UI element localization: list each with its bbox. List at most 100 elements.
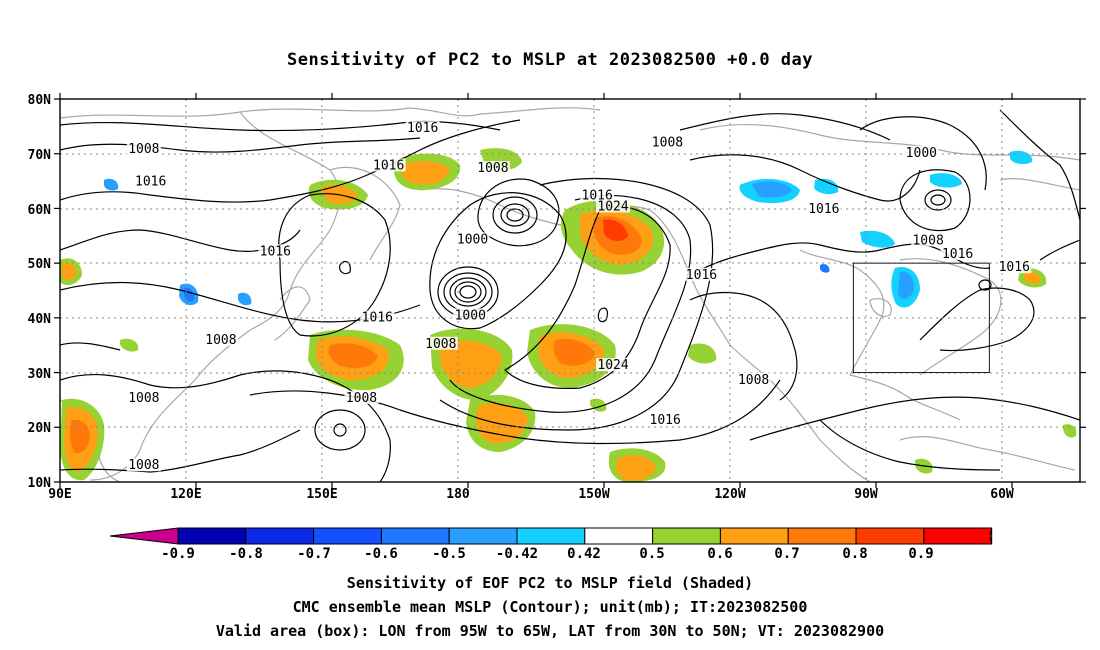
colorbar-label: 0.8 (842, 546, 867, 562)
caption-line-3: Valid area (box): LON from 95W to 65W, L… (215, 622, 885, 640)
contour-label-bg (580, 188, 615, 202)
contour-label: 1016 (135, 174, 166, 189)
contour-label: 1008 (128, 391, 159, 406)
contour-label-bg (940, 247, 975, 261)
contour-label: 1016 (373, 158, 404, 173)
colorbar-swatch (855, 527, 925, 545)
lat-label: 50N (28, 257, 52, 272)
colorbar-swatch (177, 527, 247, 545)
colorbar-swatch (923, 527, 993, 545)
lon-label: 90W (854, 487, 878, 502)
contour-label: 1016 (808, 202, 839, 217)
contour-label-bg (405, 121, 440, 135)
contour-label: 1000 (906, 146, 937, 161)
map-title: Sensitivity of PC2 to MSLP at 2023082500… (286, 50, 813, 70)
contour-label-bg (997, 260, 1032, 274)
contour-label: 1008 (477, 161, 508, 176)
lat-label: 80N (28, 93, 52, 108)
colorbar-high-extension (989, 527, 993, 545)
lat-label: 70N (28, 148, 52, 163)
gridlines (60, 99, 1080, 482)
lon-label: 120W (714, 487, 745, 502)
contour-label: 1000 (455, 308, 486, 323)
contour-label-bg (455, 232, 490, 246)
colorbar (109, 527, 993, 545)
contour-label-bg (648, 412, 683, 426)
colorbar-label: 0.6 (707, 546, 732, 562)
contour-label: 1024 (597, 358, 628, 373)
contour-label: 1016 (942, 247, 973, 262)
contour-label-bg (453, 308, 488, 322)
mslp-contours (60, 109, 1080, 482)
contour-label-bg (596, 358, 631, 372)
contour-label: 1008 (912, 233, 943, 248)
contour-label-bg (126, 458, 161, 472)
contour-label: 1008 (128, 458, 159, 473)
colorbar-swatch (584, 527, 654, 545)
colorbar-swatch (787, 527, 857, 545)
contour-label-bg (736, 372, 771, 386)
contour-label-bg (258, 244, 293, 258)
lon-label: 120E (170, 487, 201, 502)
contour-label-bg (344, 390, 379, 404)
contour-label-bg (911, 233, 946, 247)
plot-frame (59, 98, 1081, 483)
contour-label-bg (806, 202, 841, 216)
colorbar-label: -0.5 (432, 546, 466, 562)
longitude-axis: 90E 120E 150E 180 150W 120W 90W 60W (48, 487, 1014, 502)
lat-label: 40N (28, 312, 52, 327)
lat-label: 10N (28, 476, 52, 491)
contour-label-bg (126, 390, 161, 404)
contour-label: 1000 (457, 232, 488, 247)
contour-label: 1024 (597, 199, 628, 214)
colorbar-label: 0.42 (567, 546, 601, 562)
contour-label: 1016 (650, 413, 681, 428)
lon-label: 150W (578, 487, 609, 502)
colorbar-swatch (245, 527, 315, 545)
contour-label: 1008 (425, 337, 456, 352)
colorbar-swatch (448, 527, 518, 545)
contour-label-bg (423, 336, 458, 350)
colorbar-low-extension (109, 527, 179, 545)
lon-label: 180 (446, 487, 470, 502)
contour-label-bg (203, 332, 238, 346)
sensitivity-shading (60, 148, 1077, 482)
contour-label-bg (596, 199, 631, 213)
contour-label-bg (360, 310, 395, 324)
contour-label-bg (904, 145, 939, 159)
colorbar-swatch (313, 527, 382, 545)
caption-line-1: Sensitivity of EOF PC2 to MSLP field (Sh… (346, 574, 754, 592)
colorbar-swatch (719, 527, 789, 545)
contour-label: 1016 (362, 310, 393, 325)
contour-label: 1008 (738, 373, 769, 388)
colorbar-label: 0.9 (908, 546, 933, 562)
colorbar-label: -0.8 (229, 546, 263, 562)
lon-label: 90E (48, 487, 71, 502)
contour-label-bg (684, 267, 719, 281)
contour-label: 1008 (205, 333, 236, 348)
colorbar-label: -0.42 (496, 546, 538, 562)
caption-line-2: CMC ensemble mean MSLP (Contour); unit(m… (292, 598, 808, 616)
colorbar-swatch (652, 527, 721, 545)
axis-ticks (54, 93, 1086, 488)
contour-label-bg (133, 174, 168, 188)
contour-label: 1008 (346, 391, 377, 406)
valid-area-box (852, 262, 990, 374)
contour-label: 1008 (128, 142, 159, 157)
contour-label: 1016 (260, 244, 291, 259)
contour-label: 1016 (999, 260, 1030, 275)
contour-label-bg (650, 135, 685, 149)
lat-label: 30N (28, 367, 52, 382)
lon-label: 60W (990, 487, 1014, 502)
colorbar-label: -0.7 (297, 546, 331, 562)
contour-label: 1008 (652, 135, 683, 150)
colorbar-label: 0.5 (639, 546, 664, 562)
colorbar-swatch (516, 527, 586, 545)
contour-label-bg (475, 161, 510, 175)
contour-label-bg (371, 158, 406, 172)
colorbar-label: 0.7 (774, 546, 799, 562)
colorbar-label: -0.9 (161, 546, 195, 562)
contour-label: 1016 (686, 268, 717, 283)
